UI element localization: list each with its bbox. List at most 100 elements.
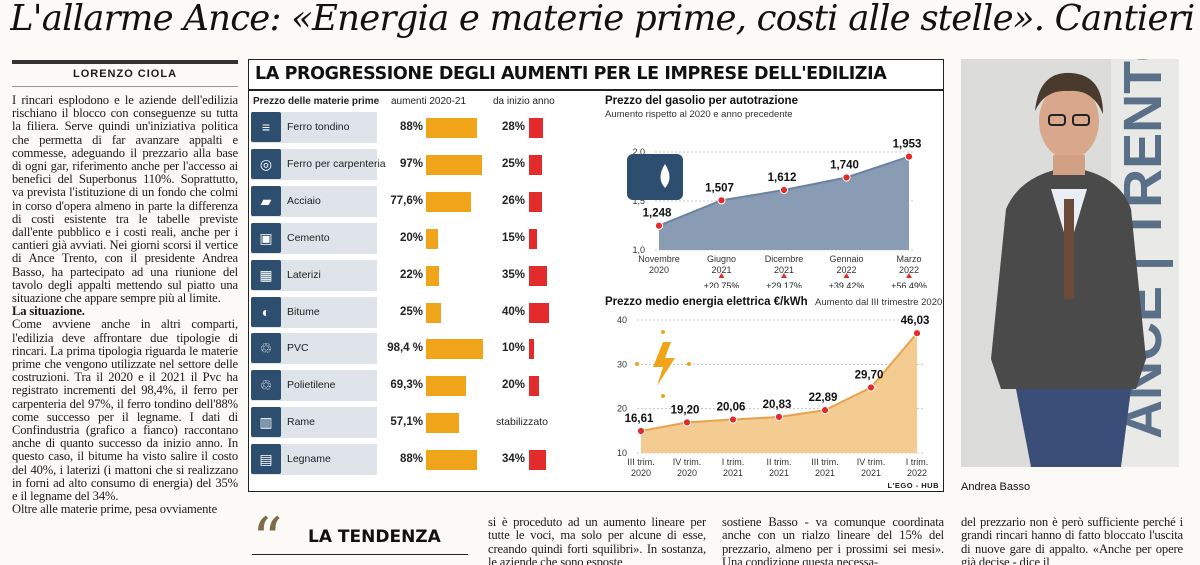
- article-subheading: La situazione.: [12, 304, 85, 319]
- la-tendenza-label: LA TENDENZA: [308, 527, 441, 547]
- x-tick-label: Gennaio: [829, 254, 863, 264]
- material-name: Rame: [287, 416, 316, 429]
- light-ray-dot: [661, 394, 665, 398]
- data-label: 1,740: [830, 159, 859, 171]
- y-tick-label: 40: [617, 315, 627, 325]
- increase-marker: [843, 273, 850, 278]
- data-point: [728, 415, 738, 424]
- diesel-price-chart: 1,01,52,01,248Novembre20201,507Giugno202…: [627, 139, 927, 288]
- ytd-increase-bar: [529, 118, 543, 138]
- increase-2020-21-header: aumenti 2020-21: [391, 96, 467, 107]
- x-tick-label: I trim.: [722, 457, 745, 467]
- lightning-icon: [653, 342, 675, 386]
- ytd-increase-bar: [529, 191, 542, 212]
- material-row: ♲ PVC 98,4 % 10%: [251, 333, 596, 365]
- data-label: 16,61: [625, 413, 654, 425]
- la-tendenza-rule: [252, 554, 468, 555]
- x-tick-label: Giugno: [707, 254, 736, 264]
- byline-rule: [12, 60, 238, 64]
- x-tick-label: IV trim.: [673, 457, 702, 467]
- material-row: ▰ Acciaio 77,6% 26%: [251, 185, 596, 218]
- article-left-column: I rincari esplodono e le aziende dell'ed…: [12, 94, 238, 565]
- increase-2020-21-value: 77,6%: [390, 194, 423, 207]
- x-tick-label: IV trim.: [857, 457, 886, 467]
- increase-marker: [906, 273, 912, 278]
- bricks-icon: ▦: [251, 259, 281, 290]
- material-name: Cemento: [287, 231, 330, 244]
- light-ray-dot: [661, 330, 665, 334]
- materials-column-header: Prezzo delle materie prime: [253, 96, 380, 107]
- x-tick-label: 2020: [631, 468, 651, 478]
- x-tick-label: 2021: [769, 468, 789, 478]
- article-paragraph: I rincari esplodono e le aziende dell'ed…: [12, 94, 238, 306]
- material-row: ◐ Bitume 25% 40%: [251, 296, 596, 329]
- change-label: +20,75%: [704, 281, 740, 288]
- data-point: [654, 221, 664, 230]
- material-name: Polietilene: [287, 379, 336, 392]
- material-name: Ferro tondino: [287, 121, 350, 133]
- ytd-increase-bar: [529, 228, 537, 249]
- data-label: 22,89: [809, 392, 838, 404]
- x-tick-label: Novembre: [638, 254, 680, 264]
- increase-2020-21-bar: [426, 450, 478, 471]
- electricity-chart-title: Prezzo medio energia elettrica €/kWh: [605, 296, 808, 308]
- increase-2020-21-bar: [426, 118, 478, 138]
- series-area: [641, 333, 917, 453]
- data-label: 1,953: [893, 139, 922, 151]
- material-name: Acciaio: [287, 194, 321, 207]
- increase-2020-21-value: 98,4 %: [387, 342, 423, 355]
- y-tick-label: 10: [617, 448, 627, 458]
- x-tick-label: I trim.: [906, 457, 929, 467]
- graphic-source: L'EGO - HUB: [887, 481, 939, 490]
- electricity-chart-subtitle: Aumento dal III trimestre 2020: [815, 297, 943, 308]
- data-point: [842, 173, 851, 182]
- change-label: +29,17%: [766, 281, 802, 288]
- data-label: 1,248: [643, 208, 672, 220]
- x-tick-label: 2021: [774, 265, 794, 275]
- ytd-increase-bar: [529, 339, 534, 360]
- rebar-icon: ≡: [251, 112, 281, 142]
- ytd-status: stabilizzato: [496, 416, 548, 429]
- material-name: Bitume: [287, 305, 320, 318]
- timber-icon: ▤: [251, 444, 281, 475]
- series-area: [659, 156, 909, 250]
- data-label: 29,70: [855, 369, 884, 381]
- cement-icon: ▣: [251, 222, 281, 253]
- x-tick-label: 2021: [815, 468, 835, 478]
- data-point: [682, 418, 692, 427]
- byline: LORENZO CIOLA: [72, 68, 178, 80]
- data-label: 19,20: [671, 404, 700, 416]
- increase-marker: [718, 273, 725, 278]
- article-column-3: sostiene Basso - va comunque coordinata …: [722, 516, 944, 565]
- increase-2020-21-bar: [426, 265, 439, 286]
- data-point: [866, 383, 876, 392]
- y-tick-label: 30: [617, 359, 627, 369]
- ytd-increase-value: 35%: [501, 268, 525, 281]
- data-point: [774, 412, 784, 422]
- byline-divider: [12, 86, 238, 87]
- photo-caption: Andrea Basso: [961, 481, 1031, 493]
- increase-2020-21-value: 20%: [399, 231, 423, 244]
- x-tick-label: Dicembre: [765, 254, 804, 264]
- y-tick-label: 1,5: [632, 196, 645, 206]
- material-row: ♲ Polietilene 69,3% 20%: [251, 370, 596, 402]
- increase-2020-21-bar: [426, 339, 484, 360]
- infographic-title-rule: [249, 89, 943, 91]
- ytd-increase-value: 25%: [501, 157, 525, 170]
- material-name: Legname: [287, 453, 331, 466]
- change-label: +39,42%: [829, 281, 865, 288]
- material-name: Laterizi: [287, 268, 321, 281]
- article-column-2: si è proceduto ad un aumento lineare per…: [488, 516, 706, 565]
- data-point: [912, 329, 922, 338]
- bitumen-icon: ◐: [251, 296, 281, 327]
- x-tick-label: 2022: [836, 265, 856, 275]
- x-tick-label: 2021: [711, 265, 731, 275]
- headline: L'allarme Ance: «Energia e materie prime…: [10, 0, 1195, 39]
- steel-icon: ◎: [251, 148, 281, 179]
- data-point: [820, 406, 830, 415]
- data-label: 1,612: [768, 172, 797, 184]
- material-row: ≡ Ferro tondino 88% 28%: [251, 112, 596, 144]
- ytd-increase-value: 40%: [501, 305, 525, 318]
- x-tick-label: III trim.: [811, 457, 839, 467]
- ytd-increase-value: 20%: [501, 379, 525, 392]
